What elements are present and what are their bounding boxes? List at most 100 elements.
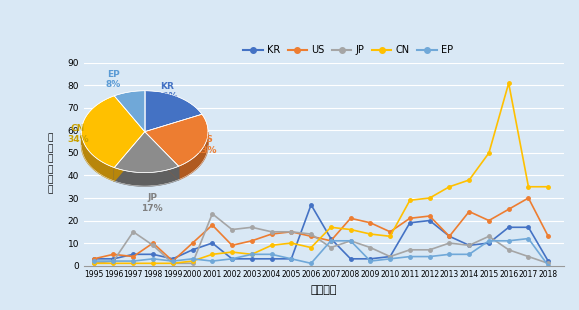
CN: [367, 232, 374, 236]
KR: [446, 234, 453, 238]
EP: [169, 259, 176, 263]
EP: [347, 239, 354, 243]
CN: [248, 252, 255, 256]
Polygon shape: [114, 132, 179, 173]
Polygon shape: [82, 96, 145, 168]
CN: [229, 250, 236, 254]
JP: [387, 255, 394, 259]
JP: [268, 230, 275, 234]
EP: [485, 239, 492, 243]
KR: [248, 257, 255, 261]
EP: [505, 239, 512, 243]
JP: [307, 232, 314, 236]
EP: [268, 252, 275, 256]
US: [130, 255, 137, 259]
EP: [446, 252, 453, 256]
US: [149, 241, 156, 245]
CN: [130, 261, 137, 265]
CN: [110, 261, 117, 265]
EP: [466, 252, 472, 256]
Line: KR: KR: [92, 203, 550, 263]
CN: [466, 178, 472, 182]
US: [268, 232, 275, 236]
CN: [307, 246, 314, 250]
CN: [387, 234, 394, 238]
JP: [327, 246, 334, 250]
US: [90, 257, 97, 261]
EP: [387, 257, 394, 261]
CN: [90, 261, 97, 265]
JP: [149, 243, 156, 247]
JP: [446, 241, 453, 245]
JP: [406, 248, 413, 252]
US: [525, 196, 532, 200]
JP: [189, 261, 196, 265]
US: [288, 230, 295, 234]
EP: [229, 257, 236, 261]
CN: [485, 151, 492, 155]
Line: EP: EP: [92, 237, 550, 267]
CN: [169, 261, 176, 265]
KR: [189, 248, 196, 252]
Text: CN
34%: CN 34%: [67, 124, 89, 144]
Line: US: US: [92, 196, 550, 263]
Legend: KR, US, JP, CN, EP: KR, US, JP, CN, EP: [239, 41, 456, 59]
Text: EP
8%: EP 8%: [106, 70, 121, 89]
JP: [229, 228, 236, 231]
Text: JP
17%: JP 17%: [141, 193, 163, 213]
EP: [327, 239, 334, 243]
CN: [545, 185, 552, 188]
KR: [169, 257, 176, 261]
KR: [406, 221, 413, 225]
US: [505, 207, 512, 211]
JP: [110, 259, 117, 263]
KR: [130, 252, 137, 256]
CN: [347, 228, 354, 231]
US: [426, 214, 433, 218]
KR: [545, 259, 552, 263]
KR: [387, 255, 394, 259]
US: [466, 210, 472, 213]
US: [110, 252, 117, 256]
KR: [485, 241, 492, 245]
CN: [525, 185, 532, 188]
EP: [130, 259, 137, 263]
EP: [426, 255, 433, 259]
Polygon shape: [179, 132, 208, 180]
CN: [288, 241, 295, 245]
KR: [268, 257, 275, 261]
EP: [149, 257, 156, 261]
US: [169, 259, 176, 263]
KR: [209, 241, 216, 245]
JP: [169, 261, 176, 265]
EP: [209, 259, 216, 263]
KR: [110, 257, 117, 261]
KR: [327, 237, 334, 241]
US: [209, 223, 216, 227]
JP: [209, 212, 216, 216]
JP: [505, 248, 512, 252]
US: [545, 234, 552, 238]
CN: [505, 81, 512, 85]
EP: [545, 264, 552, 268]
EP: [248, 252, 255, 256]
EP: [367, 259, 374, 263]
KR: [525, 225, 532, 229]
CN: [446, 185, 453, 188]
EP: [406, 255, 413, 259]
US: [406, 216, 413, 220]
Polygon shape: [145, 132, 179, 180]
KR: [90, 257, 97, 261]
US: [307, 234, 314, 238]
CN: [327, 225, 334, 229]
Polygon shape: [145, 91, 202, 132]
KR: [367, 257, 374, 261]
US: [387, 230, 394, 234]
Text: US
23%: US 23%: [195, 135, 217, 155]
Polygon shape: [114, 91, 145, 132]
CN: [406, 198, 413, 202]
Polygon shape: [114, 132, 145, 181]
US: [347, 216, 354, 220]
Polygon shape: [145, 132, 179, 180]
US: [446, 234, 453, 238]
